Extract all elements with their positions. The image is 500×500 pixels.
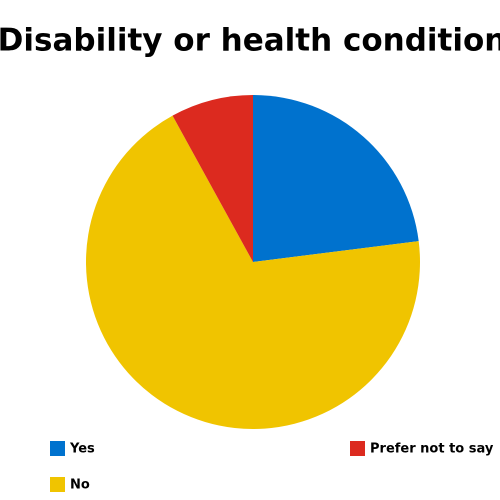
pie-slice [253,95,419,262]
legend-swatch [50,441,65,456]
legend-swatch [350,441,365,456]
legend-label: Prefer not to say [370,442,494,457]
chart-title: Disability or health condition [0,23,500,59]
pie-slice [86,115,421,429]
legend-swatch [50,477,65,492]
legend-label: Yes [69,442,95,457]
pie-slice [172,95,253,262]
legend-label: No [70,478,90,493]
